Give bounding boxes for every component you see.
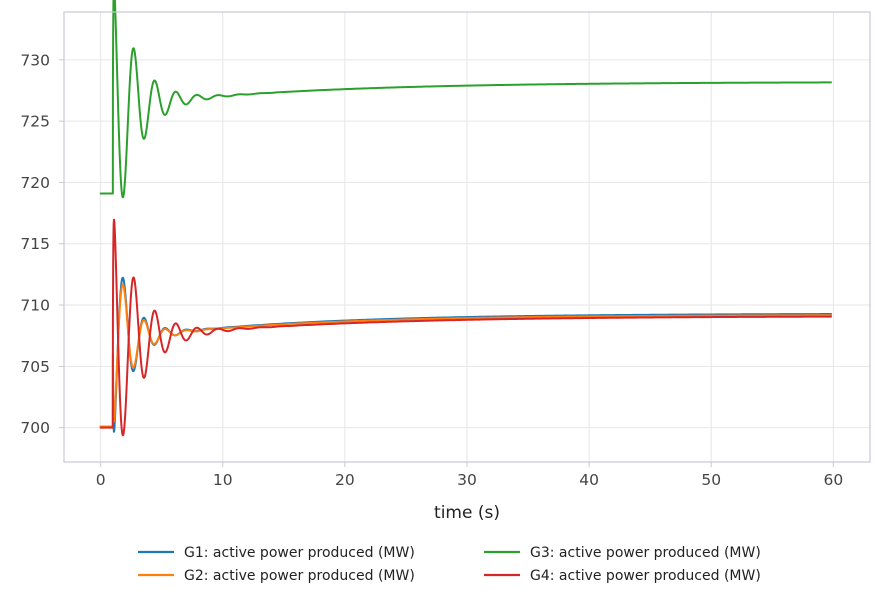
y-tick-label: 715: [20, 235, 50, 253]
x-axis-label: time (s): [434, 503, 500, 523]
legend-label-3: G3: active power produced (MW): [530, 545, 761, 561]
x-tick-label: 60: [823, 471, 843, 489]
x-axis: 0 10 20 30 40 50 60: [96, 462, 843, 489]
x-tick-label: 10: [213, 471, 233, 489]
x-tick-label: 20: [335, 471, 355, 489]
y-tick-label: 730: [20, 51, 50, 69]
series-line-3: [99, 0, 832, 199]
legend-label-1: G1: active power produced (MW): [184, 545, 415, 561]
series-line-2: [99, 283, 832, 428]
y-axis: 700 705 710 715 720 725 730: [20, 51, 64, 437]
x-tick-label: 30: [457, 471, 477, 489]
x-tick-label: 40: [579, 471, 599, 489]
y-tick-label: 710: [20, 297, 50, 315]
series-line-1: [99, 276, 832, 433]
y-tick-label: 720: [20, 174, 50, 192]
series-layer: [99, 0, 832, 437]
x-tick-label: 0: [96, 471, 106, 489]
y-tick-label: 700: [20, 419, 50, 437]
legend: G1: active power produced (MW) G2: active…: [138, 545, 761, 584]
legend-label-2: G2: active power produced (MW): [184, 568, 415, 584]
series-line-4: [99, 218, 832, 437]
x-tick-label: 50: [701, 471, 721, 489]
legend-label-4: G4: active power produced (MW): [530, 568, 761, 584]
grid: [64, 12, 870, 462]
y-tick-label: 705: [20, 358, 50, 376]
y-tick-label: 725: [20, 113, 50, 131]
